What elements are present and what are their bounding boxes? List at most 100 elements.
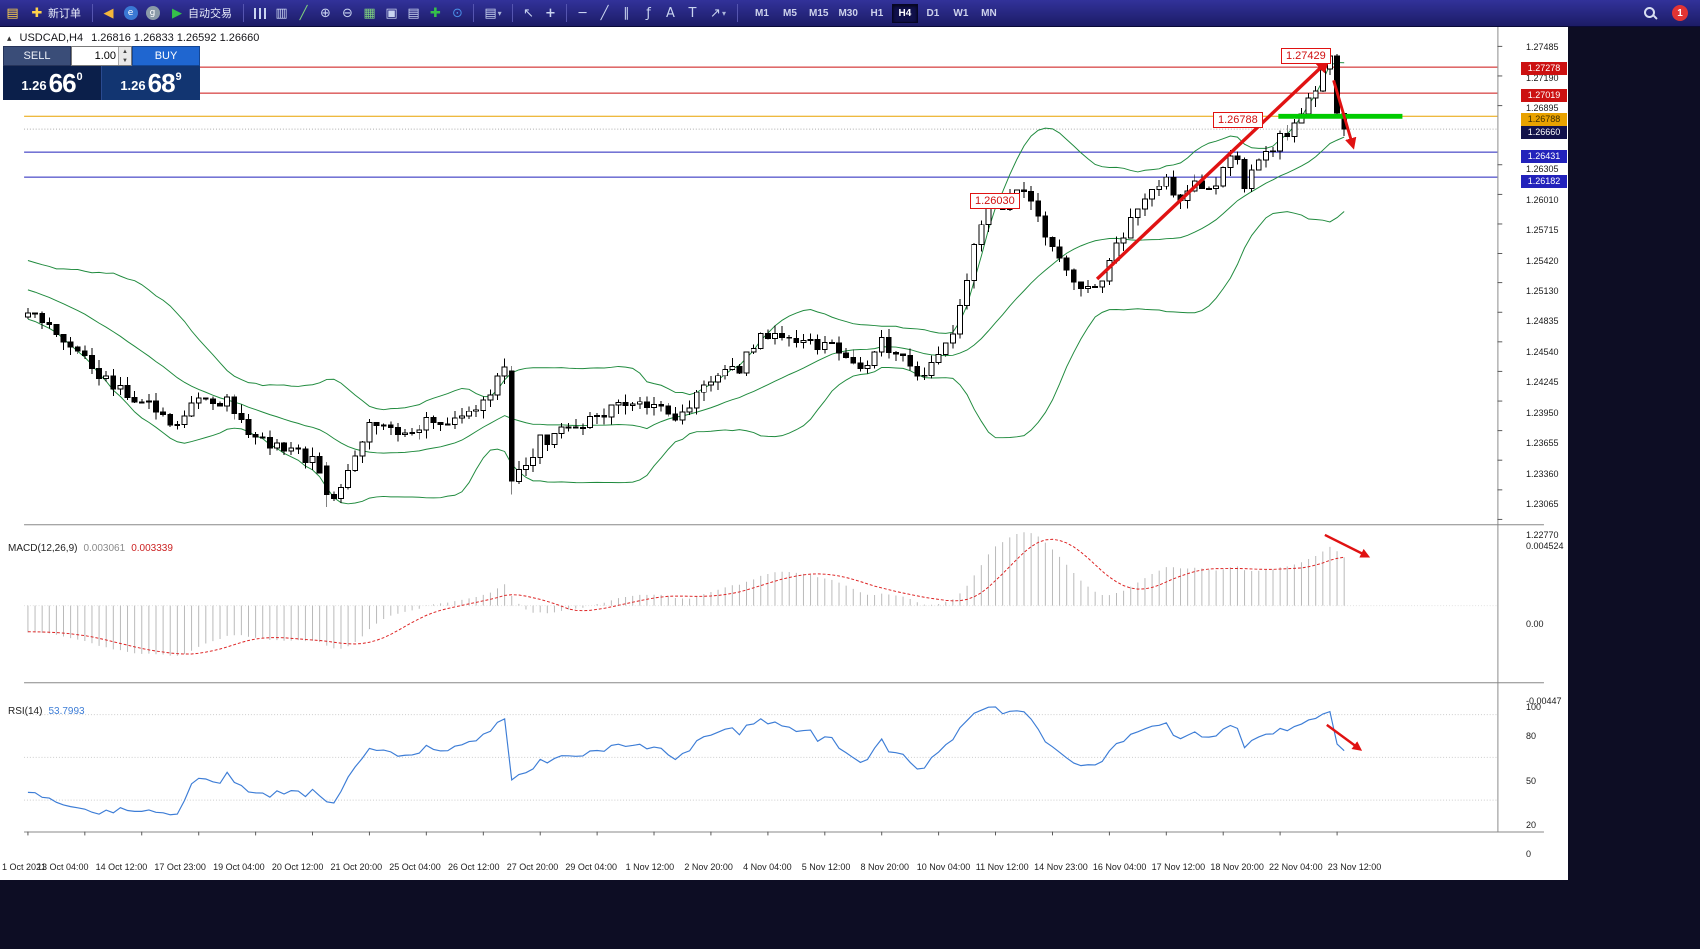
price-annotation[interactable]: 1.27429 [1281, 48, 1331, 64]
label-tool-icon[interactable]: T [688, 5, 697, 21]
zoom-out-icon[interactable]: ⊖ [342, 5, 353, 21]
notification-badge[interactable]: 1 [1672, 5, 1688, 21]
toolbar-separator [473, 4, 474, 22]
volume-input[interactable] [72, 47, 118, 65]
chart-window-icon[interactable]: ▤ [6, 5, 19, 21]
rsi-name: RSI(14) [8, 706, 43, 717]
search-icon[interactable] [1643, 6, 1658, 21]
new-order-icon: ✚ [31, 5, 43, 21]
template-icon[interactable]: ▤ ▾ [479, 3, 507, 23]
toolbar-separator [737, 4, 738, 22]
candlestick-chart-type-icon[interactable]: ▥ [275, 5, 288, 21]
chart-canvas[interactable] [0, 27, 1568, 880]
shapes-dropdown-icon: ▾ [721, 8, 726, 18]
time-axis-label: 19 Oct 04:00 [213, 862, 265, 872]
sell-price[interactable]: 1.26 66 0 [3, 66, 102, 100]
time-axis-label: 26 Oct 12:00 [447, 862, 500, 872]
volume-spinner: ▲ ▼ [118, 47, 131, 65]
price-tick-label: 1.27485 [1526, 42, 1559, 52]
price-tick-label: 1.24540 [1526, 346, 1559, 357]
timeframe-button-w1[interactable]: W1 [948, 4, 974, 23]
cursor-icon[interactable]: ↖ [523, 5, 534, 21]
line-chart-type-icon[interactable]: ╱ [299, 5, 308, 21]
rsi-value: 53.7993 [48, 706, 85, 717]
ohlc-values: 1.26816 1.26833 1.26592 1.26660 [91, 32, 260, 44]
macd-scale-label: 0.00 [1526, 619, 1544, 629]
timeframe-button-h1[interactable]: H1 [864, 4, 890, 23]
autotrading-label: 自动交易 [188, 8, 232, 20]
channel-tool-icon[interactable]: ∥ [623, 5, 630, 21]
time-axis-label: 18 Nov 20:00 [1210, 862, 1264, 872]
autotrading-button[interactable]: ▶ 自动交易 [164, 3, 238, 24]
bar-chart-type-icon[interactable] [249, 3, 270, 23]
autotrading-play-icon: ▶ [172, 5, 182, 21]
profile-glyph: e [123, 6, 138, 20]
help-icon[interactable]: g [142, 3, 163, 23]
template-glyph: ▤ [484, 5, 497, 21]
time-axis-label: 13 Oct 04:00 [36, 862, 89, 872]
chart-area[interactable]: ▴ USDCAD,H4 1.26816 1.26833 1.26592 1.26… [0, 27, 1568, 880]
toolbar-separator [92, 4, 93, 22]
macd-label: MACD(12,26,9) 0.003061 0.003339 [8, 543, 173, 554]
rsi-scale-label: 20 [1526, 819, 1537, 830]
macd-name: MACD(12,26,9) [8, 543, 78, 554]
template-dropdown-icon: ▾ [497, 8, 502, 18]
price-tick-label: 1.27190 [1526, 72, 1559, 83]
timeframe-button-d1[interactable]: D1 [920, 4, 946, 23]
price-annotation[interactable]: 1.26788 [1213, 112, 1263, 128]
timeframe-button-mn[interactable]: MN [976, 4, 1002, 23]
price-line-badge: 1.26182 [1521, 175, 1567, 189]
sell-price-point: 0 [76, 71, 83, 83]
trend-arrow-up[interactable] [1095, 59, 1330, 281]
new-chart-icon[interactable]: ✚ [430, 5, 441, 21]
candlesticks [25, 52, 1348, 507]
timeframe-button-m5[interactable]: M5 [777, 4, 803, 23]
price-tick-label: 1.23950 [1526, 407, 1559, 418]
price-tick-label: 1.23065 [1526, 499, 1559, 510]
zoom-in-icon[interactable]: ⊕ [320, 5, 331, 21]
sell-button[interactable]: SELL [3, 46, 71, 66]
trade-prices-row: 1.26 66 0 1.26 68 9 [3, 66, 200, 100]
timeframe-button-m30[interactable]: M30 [834, 4, 861, 23]
buy-button[interactable]: BUY [132, 46, 200, 66]
buy-price[interactable]: 1.26 68 9 [102, 66, 200, 100]
symbol-timeframe: USDCAD,H4 [19, 32, 84, 44]
crosshair-icon[interactable]: + [545, 5, 556, 21]
price-tick-label: 1.26010 [1526, 194, 1559, 205]
fibonacci-tool-icon[interactable]: ƒ [646, 5, 651, 21]
timeframe-button-m1[interactable]: M1 [749, 4, 775, 23]
buy-price-base: 1.26 [120, 78, 146, 93]
text-tool-icon[interactable]: A [666, 5, 675, 21]
price-panel [24, 52, 1498, 507]
time-axis-label: 29 Oct 04:00 [565, 862, 617, 872]
period-clock-icon[interactable]: ⊙ [452, 5, 463, 21]
timeframe-button-h4[interactable]: H4 [891, 3, 918, 23]
rsi-arrow[interactable] [1326, 723, 1363, 751]
price-line-badge: 1.27019 [1521, 88, 1567, 102]
time-axis-label: 21 Oct 20:00 [330, 862, 383, 872]
price-annotation[interactable]: 1.26030 [970, 193, 1020, 209]
shapes-tool-icon[interactable]: ↗ ▾ [704, 3, 732, 23]
trend-arrow-down[interactable] [1332, 79, 1357, 150]
time-axis-label: 27 Oct 20:00 [506, 862, 559, 872]
time-axis-label: 20 Oct 12:00 [271, 862, 324, 872]
trendline-tool-icon[interactable]: ╱ [600, 5, 609, 21]
volume-down-button[interactable]: ▼ [119, 56, 131, 65]
horizontal-line-tool-icon[interactable]: ─ [578, 5, 587, 21]
timeframe-button-m15[interactable]: M15 [805, 4, 832, 23]
new-order-button[interactable]: ✚ 新订单 [24, 3, 87, 24]
price-line-badge: 1.26660 [1521, 125, 1567, 139]
megaphone-icon[interactable]: ◀ [103, 5, 114, 21]
volume-up-button[interactable]: ▲ [119, 47, 131, 56]
rsi-panel [24, 706, 1498, 816]
tile-windows-icon[interactable]: ▦ [363, 5, 376, 21]
sell-price-base: 1.26 [21, 78, 47, 93]
arrange-windows-icon[interactable]: ▤ [407, 5, 420, 21]
profile-icon[interactable]: e [120, 3, 141, 23]
price-tick-label: 1.22770 [1526, 530, 1559, 540]
price-line-badge: 1.26788 [1521, 112, 1567, 126]
one-click-trading-panel: SELL ▲ ▼ BUY 1.26 66 0 1.26 [3, 46, 200, 100]
auto-arrange-icon[interactable]: ▣ [385, 5, 398, 21]
time-axis-label: 2 Nov 20:00 [684, 862, 733, 872]
macd-arrow[interactable] [1324, 533, 1371, 558]
